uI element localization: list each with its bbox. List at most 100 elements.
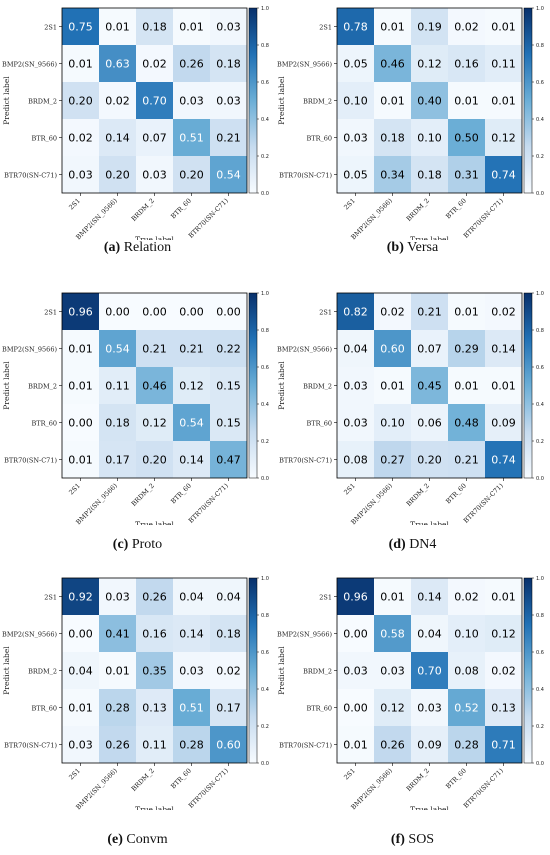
x-tick-label: BTR70(SN-C71)	[462, 481, 505, 524]
heatmap-cell	[173, 293, 210, 330]
heatmap-cell	[337, 578, 374, 615]
y-tick-label: BTR70(SN-C71)	[279, 457, 332, 465]
cell-value-label: 0.70	[417, 665, 442, 678]
colorbar-tick-label: 0.2	[536, 439, 544, 445]
cell-value-label: 0.01	[380, 21, 405, 34]
heatmap-cell	[448, 615, 485, 652]
x-tick-label: BRDM_2	[405, 767, 431, 793]
heatmap-cell	[210, 726, 247, 763]
heatmap-cell	[136, 293, 173, 330]
colorbar-tick-label: 0.4	[261, 402, 269, 408]
heatmap-cell	[173, 726, 210, 763]
cell-value-label: 0.03	[68, 169, 93, 182]
cell-value-label: 0.01	[491, 21, 516, 34]
cell-value-label: 0.45	[417, 380, 442, 393]
y-tick-label: BTR_60	[31, 420, 57, 428]
cell-value-label: 0.01	[454, 95, 479, 108]
y-tick-label: BTR70(SN-C71)	[4, 742, 57, 750]
heatmap-cell	[173, 615, 210, 652]
cell-value-label: 0.08	[454, 665, 479, 678]
heatmap-cell	[136, 652, 173, 689]
cell-value-label: 0.28	[454, 739, 479, 752]
cell-value-label: 0.78	[343, 21, 368, 34]
heatmap-cell	[62, 689, 99, 726]
heatmap-cell	[136, 330, 173, 367]
heatmap-cell	[485, 652, 522, 689]
cell-value-label: 0.54	[105, 343, 130, 356]
heatmap-cell	[173, 156, 210, 193]
heatmap-cell	[485, 578, 522, 615]
heatmap-cell	[99, 293, 136, 330]
cell-value-label: 0.01	[454, 306, 479, 319]
colorbar-tick-label: 0.0	[536, 761, 544, 767]
panel-caption: (a) Relation	[0, 240, 275, 256]
heatmap-cell	[173, 404, 210, 441]
cell-value-label: 0.18	[216, 628, 241, 641]
heatmap-cell	[485, 156, 522, 193]
cell-value-label: 0.00	[179, 306, 204, 319]
cell-value-label: 0.82	[343, 306, 368, 319]
heatmap-cell	[210, 45, 247, 82]
heatmap-cell	[485, 45, 522, 82]
caption-name: SOS	[408, 832, 435, 847]
cell-value-label: 0.03	[216, 21, 241, 34]
cell-value-label: 0.03	[343, 417, 368, 430]
heatmap-cell	[337, 45, 374, 82]
heatmap-cell	[62, 441, 99, 478]
colorbar-tick-label: 1.0	[261, 291, 269, 297]
caption-letter: (f)	[390, 832, 405, 847]
x-tick-label: BTR_60	[444, 767, 468, 791]
y-tick-label: BTR70(SN-C71)	[279, 172, 332, 180]
colorbar-tick-label: 0.6	[536, 650, 544, 656]
cell-value-label: 0.21	[454, 454, 479, 467]
x-tick-label: 2S1	[342, 197, 357, 212]
x-tick-label: BTR70(SN-C71)	[462, 766, 505, 809]
heatmap-cell	[99, 726, 136, 763]
cell-value-label: 0.00	[343, 702, 368, 715]
heatmap-cell	[99, 615, 136, 652]
y-tick-label: 2S1	[319, 594, 332, 602]
heatmap-cell	[173, 689, 210, 726]
cell-value-label: 0.02	[380, 306, 405, 319]
x-axis-label: True label	[410, 520, 449, 525]
y-tick-label: BTR_60	[306, 705, 332, 713]
heatmap-cell	[337, 615, 374, 652]
colorbar-tick-label: 0.4	[261, 117, 269, 123]
cell-value-label: 0.16	[454, 58, 479, 71]
cell-value-label: 0.63	[105, 58, 130, 71]
x-axis-label: True label	[135, 805, 174, 810]
heatmap-cell	[411, 652, 448, 689]
colorbar-tick-label: 0.4	[536, 117, 544, 123]
heatmap-cell	[62, 82, 99, 119]
y-tick-label: 2S1	[44, 309, 57, 317]
colorbar-tick-label: 0.6	[261, 365, 269, 371]
cell-value-label: 0.17	[216, 702, 241, 715]
heatmap-cell	[210, 293, 247, 330]
colorbar-tick-label: 0.2	[261, 724, 269, 730]
heatmap-cell	[448, 45, 485, 82]
cell-value-label: 0.03	[105, 591, 130, 604]
y-tick-label: BTR70(SN-C71)	[4, 457, 57, 465]
cell-value-label: 0.01	[454, 380, 479, 393]
cell-value-label: 0.09	[417, 739, 442, 752]
heatmap-cell	[173, 652, 210, 689]
cell-value-label: 0.11	[142, 739, 167, 752]
cell-value-label: 0.14	[491, 343, 516, 356]
heatmap-cell	[448, 652, 485, 689]
cell-value-label: 0.01	[68, 380, 93, 393]
heatmap-cell	[62, 8, 99, 45]
heatmap-cell	[374, 45, 411, 82]
colorbar-tick-label: 0.6	[261, 650, 269, 656]
caption-letter: (d)	[388, 537, 406, 552]
cell-value-label: 0.02	[491, 665, 516, 678]
heatmap-cell	[210, 367, 247, 404]
caption-letter: (a)	[103, 240, 121, 255]
heatmap-cell	[411, 726, 448, 763]
panel-b: 0.78 0.01 0.19 0.02 0.01 0.05 0.46 0.12 0.16 0.11…	[275, 0, 550, 285]
heatmap-cell	[411, 45, 448, 82]
heatmap-cell	[411, 578, 448, 615]
colorbar-tick-label: 0.8	[261, 328, 269, 334]
heatmap-cell	[374, 726, 411, 763]
cell-value-label: 0.03	[343, 380, 368, 393]
cell-value-label: 0.35	[142, 665, 167, 678]
